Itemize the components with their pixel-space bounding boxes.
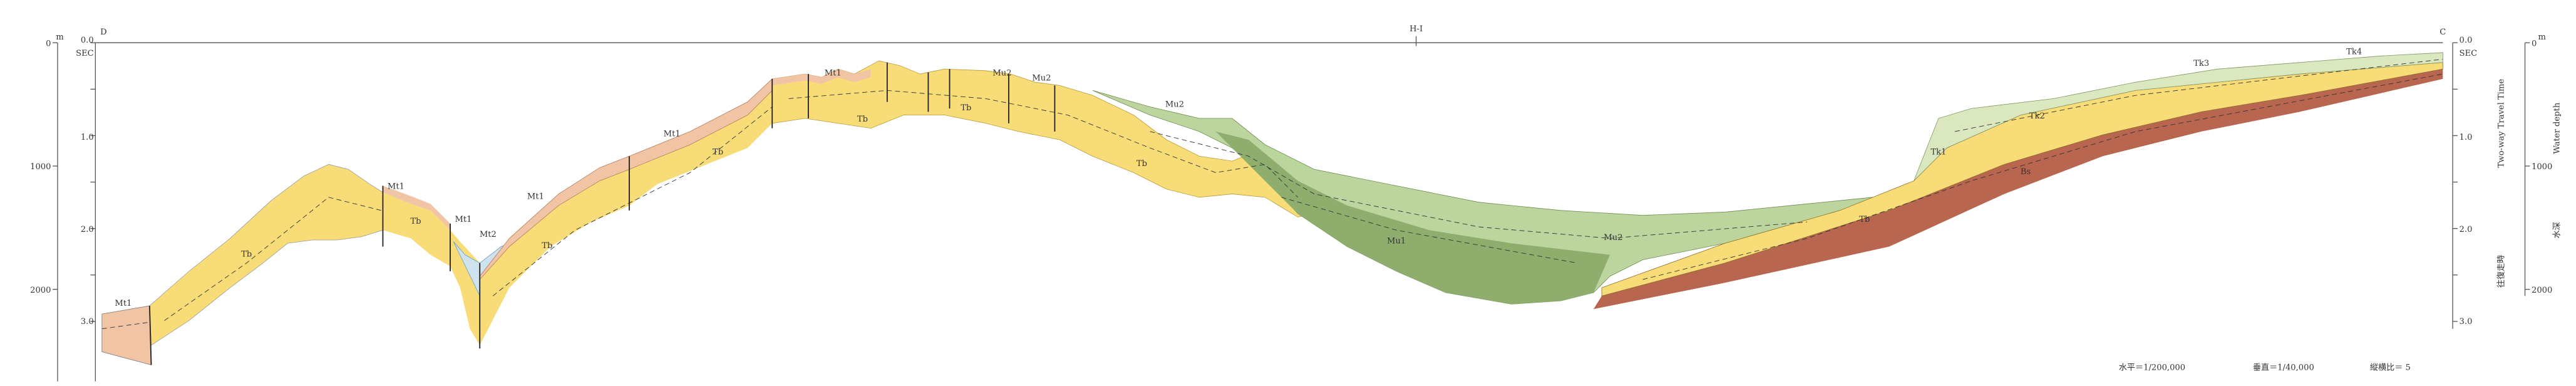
scale-note: 垂直＝1/40,000 [2253,362,2314,372]
axis-title: 往復走時 [2495,255,2506,288]
axis-title: 水深 [2552,222,2562,238]
unit-label: Mu2 [1604,233,1622,243]
unit-label: Mt1 [388,182,404,192]
time-tick-label: 0.0 [2460,36,2473,45]
unit-label: Mu2 [992,69,1011,78]
scale-note: 水平＝1/200,000 [2119,362,2185,372]
depth-tick-label: 2000 [2532,286,2552,295]
unit-label: Mt1 [455,215,471,224]
unit-label: Tb [542,241,552,251]
unit-label: Mt1 [825,69,842,78]
unit-label: Bs [2021,167,2031,177]
depth-tick-label: 0 [46,39,51,48]
time-tick-label: 1.0 [2460,133,2473,142]
unit-label: Tb [1136,159,1147,169]
time-tick-label: 0.0 [81,36,94,45]
faults [148,62,1056,365]
unit-label: Tb [241,249,252,259]
depth-tick-label: 1000 [2532,162,2552,172]
depth-tick-label: 0 [2532,39,2537,48]
unit-label: Tk4 [2346,48,2362,57]
unit-label: Mu1 [1387,236,1406,246]
depth-unit: m [2538,33,2546,42]
unit-label: Mu2 [1032,74,1051,83]
unit-label: Tk3 [2193,59,2209,68]
unit-label: Tb [857,115,868,124]
time-unit: SEC [76,49,94,58]
unit-label: Tb [1859,215,1870,224]
time-tick-label: 2.0 [81,225,94,234]
geology [101,52,2443,365]
depth-tick-label: 2000 [30,286,51,295]
unit-label: Tk1 [1930,148,1946,157]
unit-label: Mt1 [115,299,131,308]
section-name: H-I [1409,24,1423,34]
unit-label: Mt1 [527,192,544,201]
unit-label: Tb [410,217,421,226]
time-unit: SEC [2460,49,2478,58]
time-tick-label: 3.0 [81,317,94,326]
unit-label: Tk2 [2029,112,2045,121]
unit-label: Mt1 [664,130,681,139]
unit-label: Tb [961,103,971,113]
frame [57,36,2526,382]
axis-title: Two-way Travel Time [2496,79,2506,168]
axis-title: Water depth [2553,102,2562,154]
scale-note: 縦横比＝ 5 [2370,362,2411,372]
unit-label: Tb [713,148,723,157]
end-label: D [100,28,107,37]
time-tick-label: 1.0 [81,133,94,142]
unit-label: Mt2 [480,230,497,239]
time-tick-label: 2.0 [2460,225,2473,234]
depth-tick-label: 1000 [30,162,51,172]
end-label: C [2439,28,2446,37]
depth-unit: m [56,33,64,42]
unit-label: Mu2 [1165,100,1184,110]
time-tick-label: 3.0 [2460,317,2473,326]
